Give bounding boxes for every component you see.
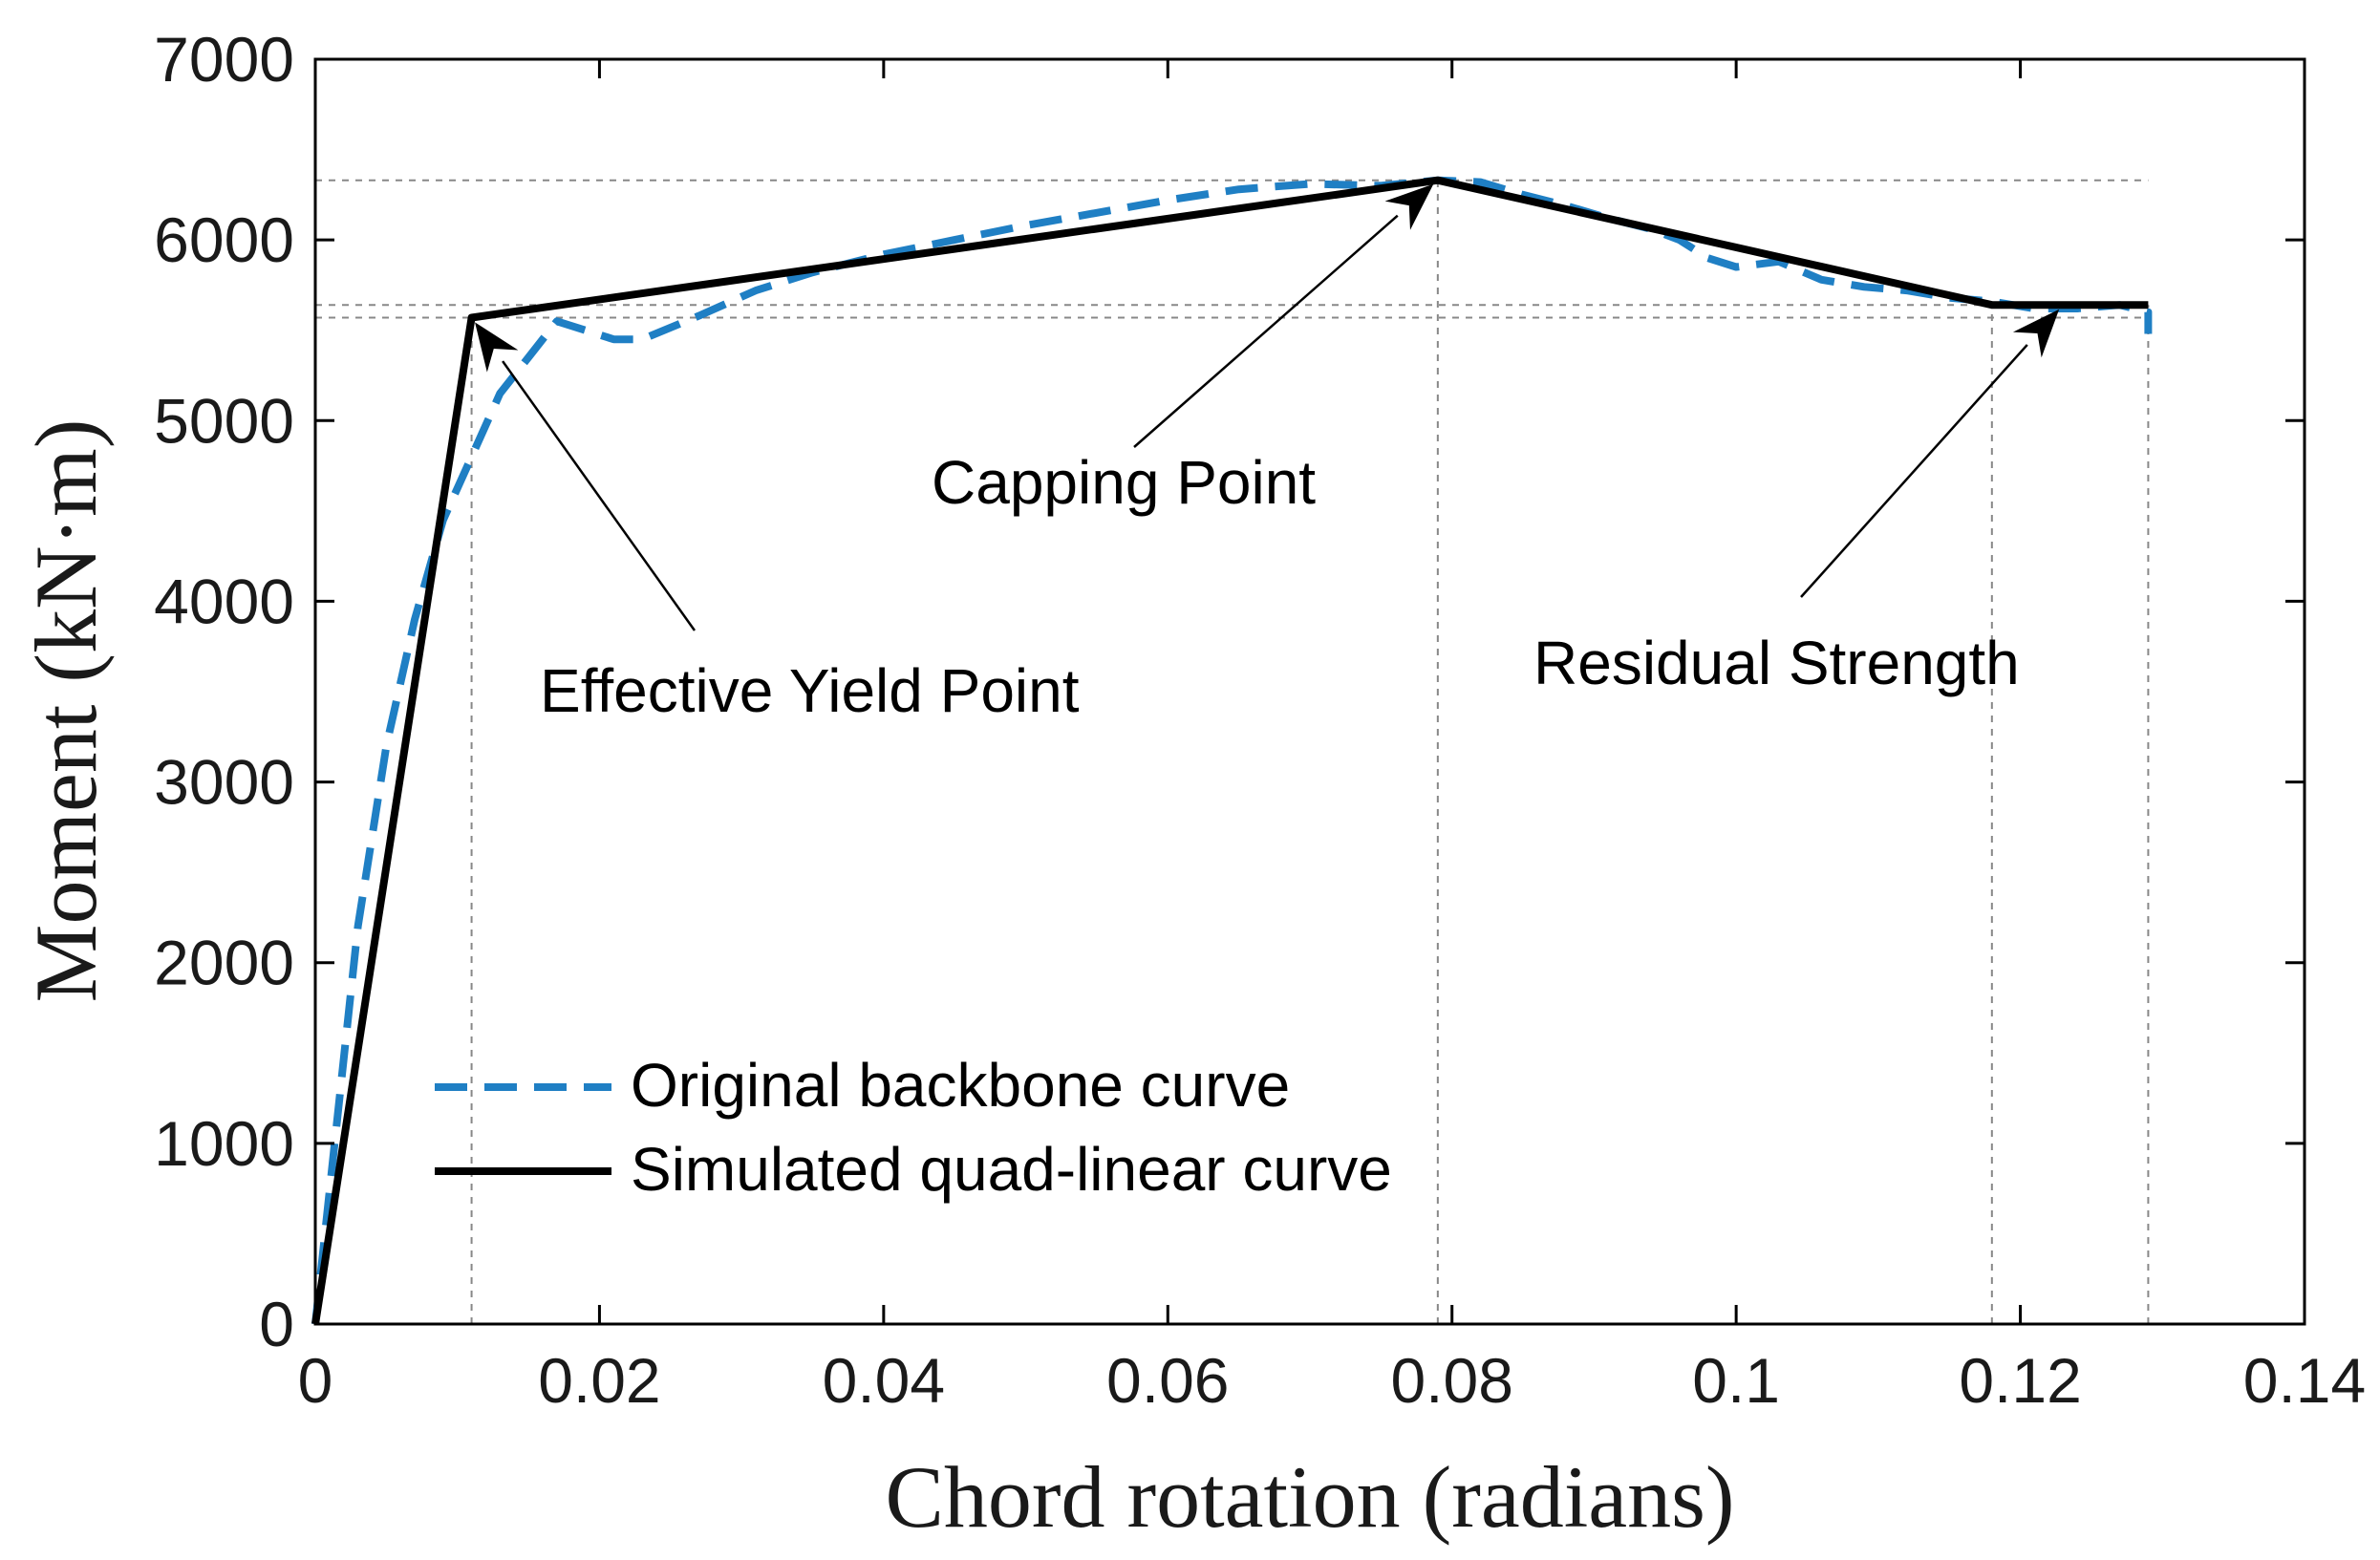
- x-tick-label: 0.14: [2243, 1345, 2366, 1416]
- y-axis-title: Moment (kN·m): [17, 419, 115, 1003]
- y-tick-label: 5000: [154, 385, 294, 456]
- series-line-simulated: [311, 176, 2149, 1325]
- plot-frame: [313, 57, 2306, 1326]
- x-tick-label: 0.08: [1390, 1345, 1512, 1416]
- x-tick-label: 0.06: [1106, 1345, 1229, 1416]
- x-axis-title: Chord rotation (radians): [885, 1448, 1734, 1546]
- annotation-label: Capping Point: [932, 448, 1316, 517]
- reference-lines: [315, 179, 2150, 1324]
- annotation-arrow-head: [1384, 183, 1434, 230]
- annotation-arrow-head: [475, 322, 519, 373]
- legend-label: Simulated quad-linear curve: [631, 1135, 1392, 1204]
- series-lines: [311, 176, 2153, 1325]
- y-tick-label: 4000: [154, 566, 294, 636]
- y-tick-label: 6000: [154, 204, 294, 275]
- y-tick-label: 0: [259, 1289, 294, 1359]
- annotation-label: Residual Strength: [1533, 629, 2020, 697]
- y-tick-label: 1000: [154, 1108, 294, 1179]
- y-tick-label: 3000: [154, 747, 294, 818]
- x-tick-label: 0.1: [1692, 1345, 1780, 1416]
- annotation-arrow-line: [502, 360, 697, 631]
- annotation-label: Effective Yield Point: [540, 656, 1080, 725]
- x-tick-label: 0.04: [823, 1345, 945, 1416]
- axis-ticks: [313, 57, 2306, 1326]
- y-tick-label: 7000: [154, 24, 294, 95]
- x-tick-label: 0.02: [538, 1345, 660, 1416]
- tick-labels: 0 0.02 0.04 0.06 0.08 0.1 0.12 0.14 0 1000 2000 300…: [154, 24, 2366, 1416]
- x-tick-label: 0: [298, 1345, 333, 1416]
- x-tick-label: 0.12: [1959, 1345, 2081, 1416]
- annotation-arrow-line: [1133, 214, 1399, 448]
- series-line-original: [311, 176, 2153, 1325]
- legend-label: Original backbone curve: [631, 1051, 1290, 1120]
- y-tick-label: 2000: [154, 928, 294, 998]
- annotations: Effective Yield Point Capping Point Residu…: [475, 183, 2060, 725]
- annotation-arrow-line: [1800, 344, 2028, 598]
- annotation-arrow-head: [2012, 309, 2060, 358]
- legend: Original backbone curve Simulated quad-li…: [435, 1051, 1392, 1204]
